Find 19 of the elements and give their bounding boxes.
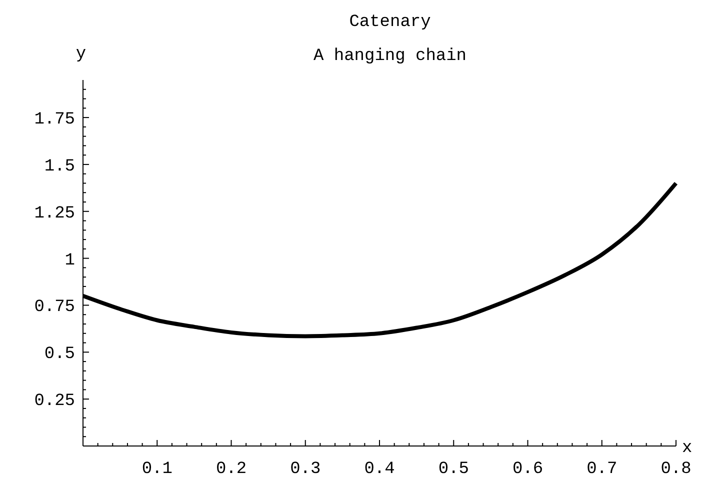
x-tick-label: 0.3 — [290, 460, 321, 479]
y-tick-label: 0.75 — [34, 298, 75, 318]
x-tick-label: 0.6 — [512, 460, 544, 479]
y-tick-label: 1.75 — [34, 110, 75, 130]
y-axis-title: y — [76, 45, 86, 64]
chart-title: Catenary — [349, 13, 431, 32]
x-tick-label: 0.7 — [586, 460, 618, 479]
x-tick-label: 0.8 — [660, 460, 692, 479]
x-tick-label: 0.2 — [216, 460, 247, 479]
x-tick-label: 0.1 — [142, 460, 172, 479]
y-tick-label: 0.5 — [44, 345, 75, 364]
x-axis-title: x — [682, 439, 692, 458]
y-tick-label: 1.25 — [34, 204, 75, 224]
y-tick-label: 0.25 — [34, 392, 75, 412]
x-tick-label: 0.4 — [364, 460, 395, 479]
x-tick-label: 0.5 — [438, 460, 469, 479]
y-tick-label: 1 — [64, 251, 75, 270]
y-tick-label: 1.5 — [44, 157, 75, 176]
chart-subtitle: A hanging chain — [313, 47, 467, 66]
